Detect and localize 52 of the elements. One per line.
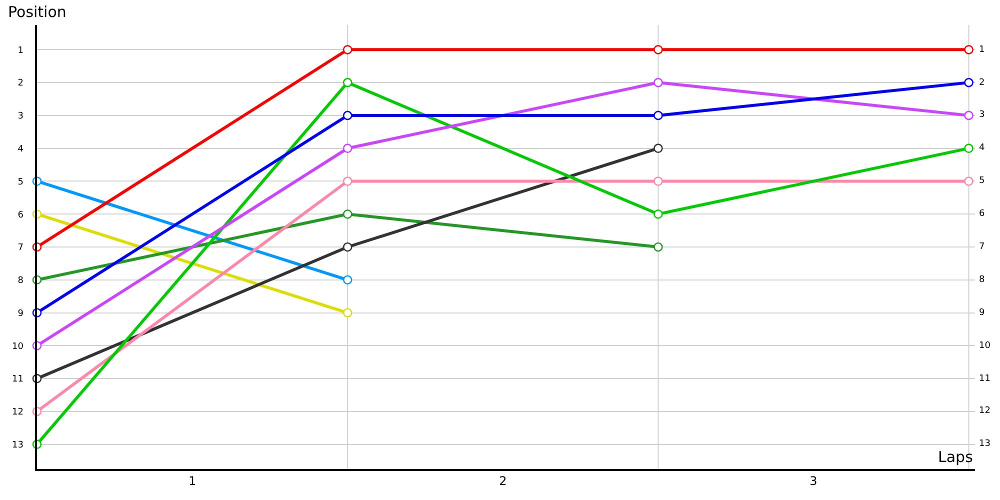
y-tick-label: 11 (12, 374, 24, 385)
y-tick-label: 12 (12, 408, 24, 418)
point (654, 209, 663, 219)
point (342, 308, 352, 318)
point (964, 110, 974, 120)
point (342, 45, 352, 54)
point (342, 209, 352, 219)
point (342, 242, 352, 252)
y2-tick-label: 11 (979, 374, 990, 384)
y2-tick-label: 8 (979, 275, 985, 285)
point (964, 176, 974, 186)
y-tick-label: 10 (12, 342, 24, 352)
y2-tick-label: 10 (979, 341, 991, 351)
y2-tick-label: 4 (979, 143, 985, 153)
y-tick-label: 4 (18, 144, 24, 154)
y-tick-label: 1 (18, 46, 24, 56)
y2-tick-label: 3 (979, 110, 985, 120)
point (342, 176, 352, 186)
y-axis-title: Position (8, 3, 66, 21)
point (964, 78, 974, 88)
x-tick-label: 3 (810, 474, 818, 488)
point (342, 110, 352, 120)
y2-tick-label: 2 (979, 78, 985, 88)
x-tick-label: 1 (188, 474, 196, 488)
y-tick-label: 13 (12, 440, 24, 450)
point (654, 242, 663, 252)
y2-tick-label: 6 (979, 209, 985, 219)
y-tick-label: 6 (18, 210, 24, 220)
y-tick-label: 2 (18, 78, 24, 89)
point (654, 176, 663, 186)
point (342, 144, 352, 153)
y-tick-label: 9 (18, 308, 24, 319)
y-tick-label: 7 (18, 243, 24, 254)
point (654, 110, 663, 120)
y-tick-label: 3 (18, 112, 24, 122)
y2-tick-label: 5 (979, 176, 985, 186)
point (964, 45, 974, 54)
point (654, 144, 663, 153)
y2-tick-label: 1 (979, 45, 985, 55)
y2-tick-label: 7 (979, 242, 985, 252)
y2-tick-label: 12 (979, 406, 990, 416)
point (654, 78, 663, 88)
x-axis-title: Laps (938, 448, 974, 466)
y2-tick-label: 13 (979, 439, 990, 449)
y2-tick-label: 9 (979, 308, 985, 318)
point (342, 78, 352, 88)
point (342, 275, 352, 285)
x-tick-label: 2 (499, 474, 507, 488)
y-tick-label: 8 (18, 276, 24, 286)
point (964, 144, 974, 153)
point (654, 45, 663, 54)
y-tick-label: 5 (18, 177, 24, 188)
